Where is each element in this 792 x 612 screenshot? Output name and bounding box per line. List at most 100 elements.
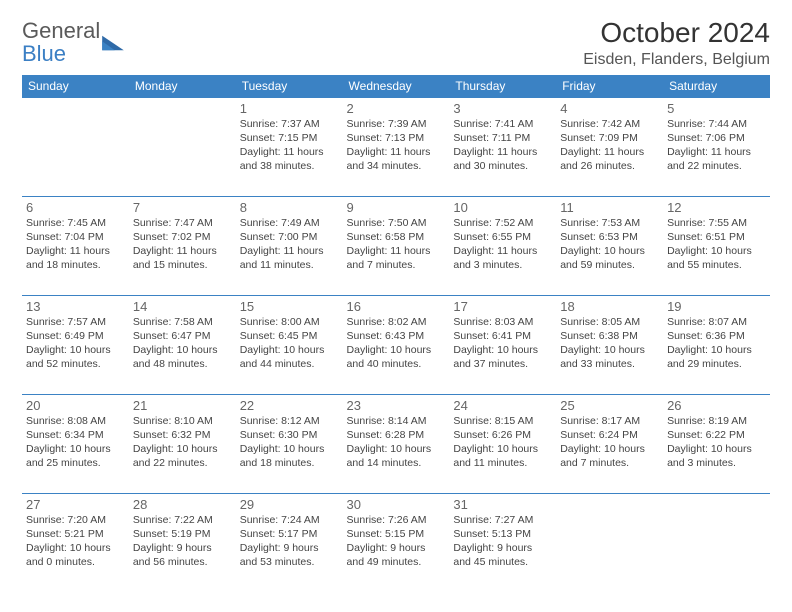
sunrise-text: Sunrise: 7:22 AM (133, 513, 232, 527)
sunset-text: Sunset: 7:13 PM (347, 131, 446, 145)
sunrise-text: Sunrise: 8:10 AM (133, 414, 232, 428)
sunrise-text: Sunrise: 7:42 AM (560, 117, 659, 131)
day-number: 9 (347, 199, 446, 216)
daylight-text: Daylight: 11 hours and 30 minutes. (453, 145, 552, 173)
sunrise-text: Sunrise: 7:44 AM (667, 117, 766, 131)
calendar-cell: 12Sunrise: 7:55 AMSunset: 6:51 PMDayligh… (663, 196, 770, 295)
day-number: 14 (133, 298, 232, 315)
day-details: Sunrise: 8:12 AMSunset: 6:30 PMDaylight:… (240, 414, 339, 471)
calendar-week: 13Sunrise: 7:57 AMSunset: 6:49 PMDayligh… (22, 295, 770, 394)
sunrise-text: Sunrise: 7:58 AM (133, 315, 232, 329)
title-block: October 2024 Eisden, Flanders, Belgium (583, 18, 770, 69)
day-number: 17 (453, 298, 552, 315)
daylight-text: Daylight: 11 hours and 18 minutes. (26, 244, 125, 272)
calendar-cell: 27Sunrise: 7:20 AMSunset: 5:21 PMDayligh… (22, 493, 129, 592)
header: General Blue October 2024 Eisden, Flande… (22, 18, 770, 69)
day-number: 18 (560, 298, 659, 315)
calendar-cell: 22Sunrise: 8:12 AMSunset: 6:30 PMDayligh… (236, 394, 343, 493)
day-number: 22 (240, 397, 339, 414)
calendar-cell: 29Sunrise: 7:24 AMSunset: 5:17 PMDayligh… (236, 493, 343, 592)
day-number: 29 (240, 496, 339, 513)
sunrise-text: Sunrise: 8:02 AM (347, 315, 446, 329)
daylight-text: Daylight: 9 hours and 45 minutes. (453, 541, 552, 569)
calendar-cell: 25Sunrise: 8:17 AMSunset: 6:24 PMDayligh… (556, 394, 663, 493)
day-number: 12 (667, 199, 766, 216)
daylight-text: Daylight: 10 hours and 59 minutes. (560, 244, 659, 272)
day-number: 8 (240, 199, 339, 216)
calendar-cell: 30Sunrise: 7:26 AMSunset: 5:15 PMDayligh… (343, 493, 450, 592)
sunset-text: Sunset: 6:24 PM (560, 428, 659, 442)
day-details: Sunrise: 7:41 AMSunset: 7:11 PMDaylight:… (453, 117, 552, 174)
sunset-text: Sunset: 6:22 PM (667, 428, 766, 442)
logo-triangle-icon (102, 34, 124, 52)
calendar-cell-empty (22, 97, 129, 196)
daylight-text: Daylight: 10 hours and 55 minutes. (667, 244, 766, 272)
calendar-cell: 31Sunrise: 7:27 AMSunset: 5:13 PMDayligh… (449, 493, 556, 592)
daylight-text: Daylight: 10 hours and 18 minutes. (240, 442, 339, 470)
sunset-text: Sunset: 6:32 PM (133, 428, 232, 442)
calendar-week: 27Sunrise: 7:20 AMSunset: 5:21 PMDayligh… (22, 493, 770, 592)
sunset-text: Sunset: 5:15 PM (347, 527, 446, 541)
sunrise-text: Sunrise: 7:37 AM (240, 117, 339, 131)
sunset-text: Sunset: 6:28 PM (347, 428, 446, 442)
calendar-cell: 18Sunrise: 8:05 AMSunset: 6:38 PMDayligh… (556, 295, 663, 394)
day-details: Sunrise: 7:49 AMSunset: 7:00 PMDaylight:… (240, 216, 339, 273)
daylight-text: Daylight: 10 hours and 11 minutes. (453, 442, 552, 470)
sunset-text: Sunset: 7:09 PM (560, 131, 659, 145)
calendar-cell: 19Sunrise: 8:07 AMSunset: 6:36 PMDayligh… (663, 295, 770, 394)
day-header: Friday (556, 75, 663, 98)
day-number: 11 (560, 199, 659, 216)
sunrise-text: Sunrise: 8:14 AM (347, 414, 446, 428)
sunset-text: Sunset: 5:13 PM (453, 527, 552, 541)
day-number: 28 (133, 496, 232, 513)
sunset-text: Sunset: 6:38 PM (560, 329, 659, 343)
daylight-text: Daylight: 10 hours and 48 minutes. (133, 343, 232, 371)
sunrise-text: Sunrise: 7:41 AM (453, 117, 552, 131)
day-number: 27 (26, 496, 125, 513)
calendar-page: General Blue October 2024 Eisden, Flande… (0, 0, 792, 612)
sunset-text: Sunset: 6:30 PM (240, 428, 339, 442)
day-details: Sunrise: 7:58 AMSunset: 6:47 PMDaylight:… (133, 315, 232, 372)
day-number: 13 (26, 298, 125, 315)
sunrise-text: Sunrise: 8:08 AM (26, 414, 125, 428)
day-number: 21 (133, 397, 232, 414)
calendar-cell: 14Sunrise: 7:58 AMSunset: 6:47 PMDayligh… (129, 295, 236, 394)
sunrise-text: Sunrise: 8:05 AM (560, 315, 659, 329)
sunrise-text: Sunrise: 7:55 AM (667, 216, 766, 230)
day-details: Sunrise: 7:37 AMSunset: 7:15 PMDaylight:… (240, 117, 339, 174)
daylight-text: Daylight: 9 hours and 49 minutes. (347, 541, 446, 569)
day-details: Sunrise: 8:03 AMSunset: 6:41 PMDaylight:… (453, 315, 552, 372)
daylight-text: Daylight: 10 hours and 0 minutes. (26, 541, 125, 569)
calendar-body: 1Sunrise: 7:37 AMSunset: 7:15 PMDaylight… (22, 97, 770, 592)
calendar-cell-empty (663, 493, 770, 592)
day-number: 1 (240, 100, 339, 117)
day-details: Sunrise: 7:52 AMSunset: 6:55 PMDaylight:… (453, 216, 552, 273)
day-number: 26 (667, 397, 766, 414)
calendar-cell: 6Sunrise: 7:45 AMSunset: 7:04 PMDaylight… (22, 196, 129, 295)
sunset-text: Sunset: 6:58 PM (347, 230, 446, 244)
month-title: October 2024 (583, 18, 770, 49)
day-details: Sunrise: 7:20 AMSunset: 5:21 PMDaylight:… (26, 513, 125, 570)
sunrise-text: Sunrise: 7:24 AM (240, 513, 339, 527)
daylight-text: Daylight: 10 hours and 29 minutes. (667, 343, 766, 371)
day-number: 16 (347, 298, 446, 315)
sunset-text: Sunset: 7:04 PM (26, 230, 125, 244)
day-number: 31 (453, 496, 552, 513)
calendar-cell: 5Sunrise: 7:44 AMSunset: 7:06 PMDaylight… (663, 97, 770, 196)
calendar-cell: 24Sunrise: 8:15 AMSunset: 6:26 PMDayligh… (449, 394, 556, 493)
day-details: Sunrise: 8:07 AMSunset: 6:36 PMDaylight:… (667, 315, 766, 372)
day-number: 6 (26, 199, 125, 216)
day-details: Sunrise: 8:14 AMSunset: 6:28 PMDaylight:… (347, 414, 446, 471)
day-header: Monday (129, 75, 236, 98)
day-header-row: SundayMondayTuesdayWednesdayThursdayFrid… (22, 75, 770, 98)
calendar-cell: 23Sunrise: 8:14 AMSunset: 6:28 PMDayligh… (343, 394, 450, 493)
day-header: Tuesday (236, 75, 343, 98)
calendar-cell: 17Sunrise: 8:03 AMSunset: 6:41 PMDayligh… (449, 295, 556, 394)
calendar-week: 6Sunrise: 7:45 AMSunset: 7:04 PMDaylight… (22, 196, 770, 295)
daylight-text: Daylight: 10 hours and 40 minutes. (347, 343, 446, 371)
sunset-text: Sunset: 6:53 PM (560, 230, 659, 244)
day-details: Sunrise: 8:15 AMSunset: 6:26 PMDaylight:… (453, 414, 552, 471)
day-number: 19 (667, 298, 766, 315)
calendar-cell: 9Sunrise: 7:50 AMSunset: 6:58 PMDaylight… (343, 196, 450, 295)
daylight-text: Daylight: 11 hours and 34 minutes. (347, 145, 446, 173)
